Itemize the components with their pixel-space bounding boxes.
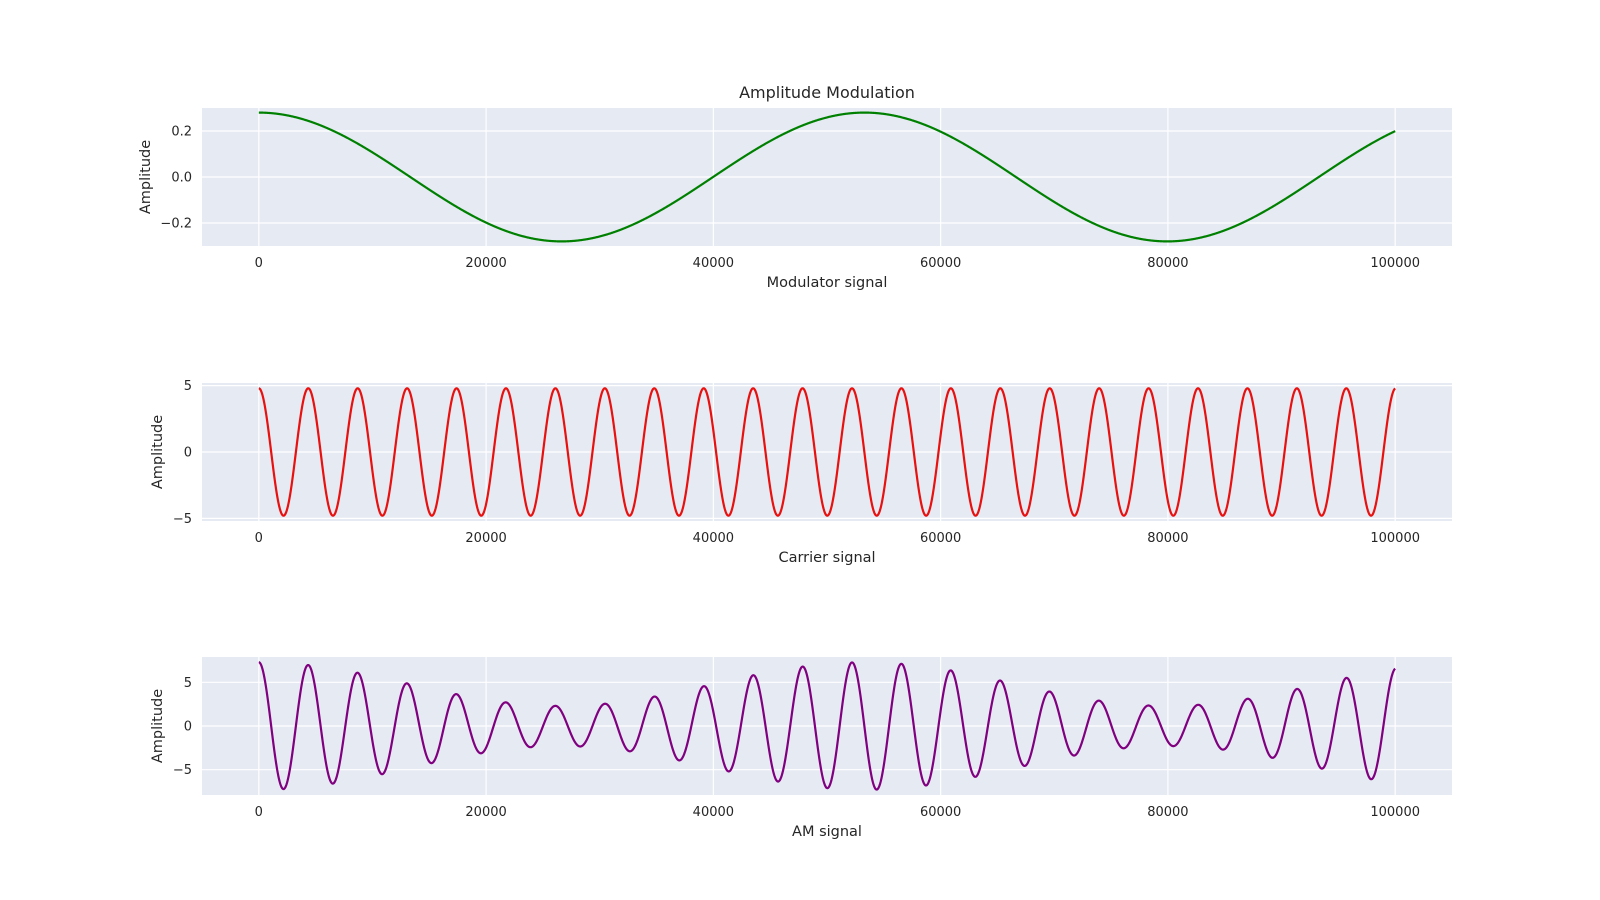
carrier-y-axis-label: Amplitude xyxy=(150,415,166,489)
modulator-subplot: 0 20000 40000 60000 80000 100000 0.2 0.0 −0.2 Mod… xyxy=(138,83,1452,291)
am-y-tick-label: 0 xyxy=(184,720,192,735)
am-y-tick-label: −5 xyxy=(173,763,192,778)
modulator-y-tick-label: −0.2 xyxy=(160,217,192,232)
am-x-tick-label: 20000 xyxy=(465,805,506,820)
am-y-tick-label: 5 xyxy=(184,676,192,691)
modulator-x-tick-label: 0 xyxy=(255,256,263,271)
am-signal-subplot: 0 20000 40000 60000 80000 100000 5 0 −5 AM signal… xyxy=(150,657,1452,840)
carrier-x-tick-label: 100000 xyxy=(1370,531,1420,546)
carrier-x-tick-label: 80000 xyxy=(1147,531,1188,546)
modulator-y-tick-label: 0.2 xyxy=(171,125,192,140)
am-series-line xyxy=(258,661,1396,791)
carrier-y-tick-label: −5 xyxy=(173,512,192,527)
am-x-tick-label: 40000 xyxy=(693,805,734,820)
modulator-x-tick-label: 80000 xyxy=(1147,256,1188,271)
modulator-x-tick-label: 40000 xyxy=(693,256,734,271)
carrier-x-tick-label: 40000 xyxy=(693,531,734,546)
am-x-tick-label: 0 xyxy=(255,805,263,820)
modulator-x-tick-label: 100000 xyxy=(1370,256,1420,271)
carrier-x-tick-label: 20000 xyxy=(465,531,506,546)
carrier-series-line xyxy=(258,387,1396,517)
am-x-tick-label: 100000 xyxy=(1370,805,1420,820)
chart-title: Amplitude Modulation xyxy=(739,83,915,102)
modulator-x-tick-label: 60000 xyxy=(920,256,961,271)
modulator-y-tick-label: 0.0 xyxy=(171,171,192,186)
carrier-subplot: 0 20000 40000 60000 80000 100000 5 0 −5 Carrier s… xyxy=(150,379,1452,566)
carrier-x-tick-label: 60000 xyxy=(920,531,961,546)
carrier-y-tick-label: 0 xyxy=(184,446,192,461)
am-x-tick-label: 80000 xyxy=(1147,805,1188,820)
am-x-tick-label: 60000 xyxy=(920,805,961,820)
carrier-x-tick-label: 0 xyxy=(255,531,263,546)
am-x-axis-label: AM signal xyxy=(792,824,862,840)
modulator-y-axis-label: Amplitude xyxy=(138,140,154,214)
modulator-series-line xyxy=(258,111,1396,243)
carrier-x-axis-label: Carrier signal xyxy=(778,550,875,566)
am-y-axis-label: Amplitude xyxy=(150,689,166,763)
modulator-x-axis-label: Modulator signal xyxy=(767,275,888,291)
modulator-x-tick-label: 20000 xyxy=(465,256,506,271)
carrier-y-tick-label: 5 xyxy=(184,379,192,394)
